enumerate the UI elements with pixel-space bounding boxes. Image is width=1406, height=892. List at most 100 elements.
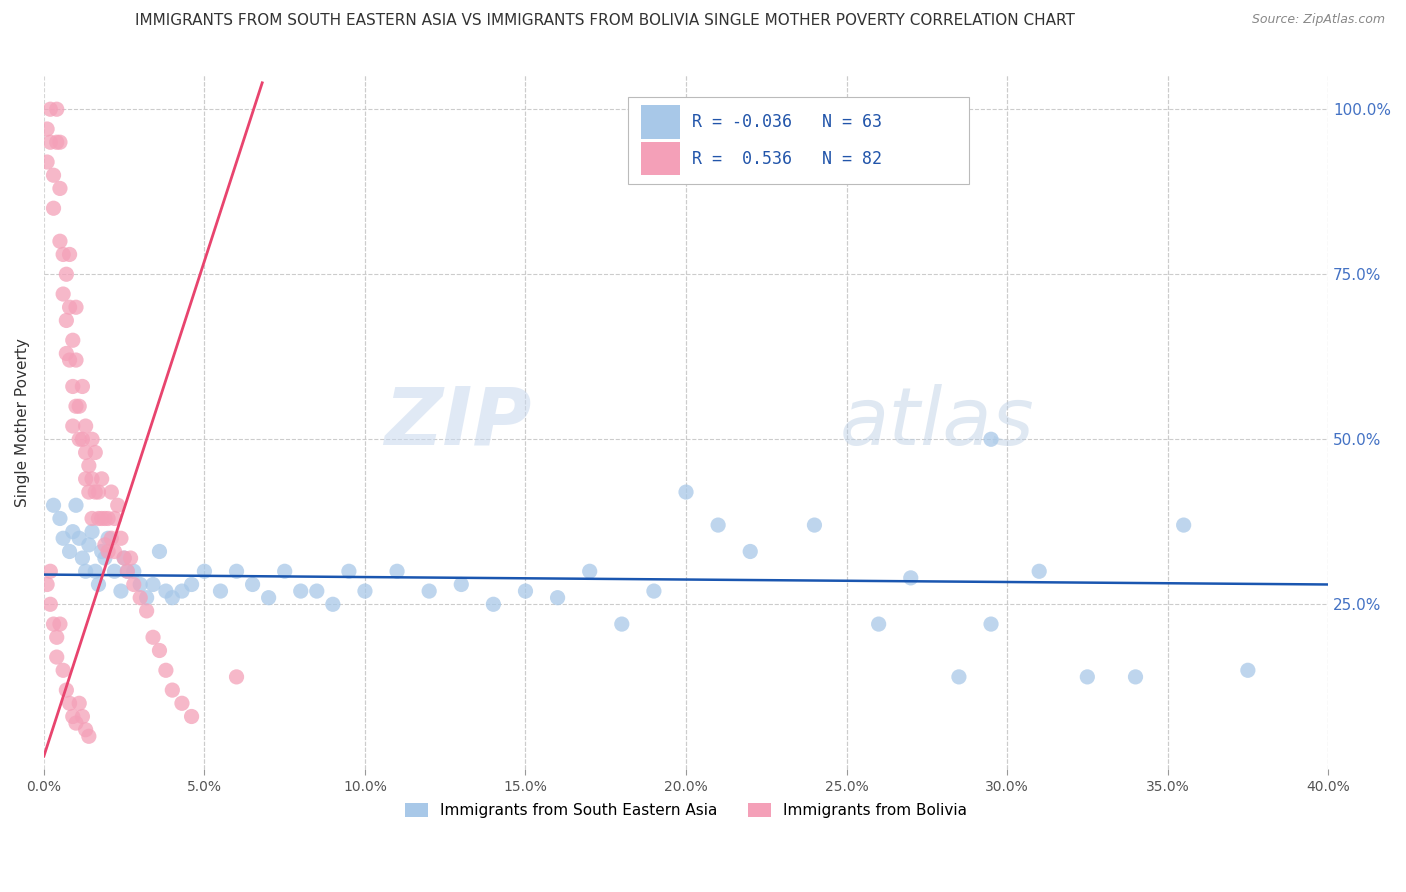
Point: [55, 683, 77, 698]
Point: [225, 670, 247, 684]
Point: [75, 445, 97, 459]
Point: [77, 485, 100, 500]
Point: [122, 564, 145, 578]
FancyBboxPatch shape: [641, 142, 679, 176]
Point: [290, 584, 312, 599]
Point: [103, 544, 125, 558]
Point: [45, 102, 67, 116]
Point: [193, 564, 215, 578]
Point: [55, 346, 77, 360]
Point: [100, 531, 122, 545]
Point: [62, 419, 84, 434]
Point: [107, 498, 129, 512]
Point: [65, 353, 87, 368]
Point: [90, 544, 112, 558]
Point: [49, 617, 72, 632]
Point: [1076, 670, 1098, 684]
Point: [84, 485, 107, 500]
Point: [49, 234, 72, 248]
Point: [322, 597, 344, 611]
Point: [94, 551, 117, 566]
Point: [135, 604, 157, 618]
Point: [122, 577, 145, 591]
Point: [242, 577, 264, 591]
Point: [62, 379, 84, 393]
Point: [643, 584, 665, 599]
Point: [42, 617, 65, 632]
Point: [225, 564, 247, 578]
Point: [148, 643, 170, 657]
Point: [67, 531, 90, 545]
Text: ZIP: ZIP: [384, 384, 531, 462]
Point: [65, 399, 87, 413]
Point: [72, 551, 94, 566]
Point: [45, 650, 67, 665]
Point: [273, 564, 295, 578]
Point: [72, 709, 94, 723]
Point: [418, 584, 440, 599]
Point: [75, 564, 97, 578]
Point: [45, 630, 67, 644]
Point: [62, 524, 84, 539]
Point: [337, 564, 360, 578]
Point: [450, 577, 472, 591]
Text: Source: ZipAtlas.com: Source: ZipAtlas.com: [1251, 13, 1385, 27]
Point: [385, 564, 408, 578]
Point: [77, 458, 100, 473]
Point: [67, 399, 90, 413]
Point: [84, 445, 107, 459]
Point: [39, 102, 62, 116]
Legend: Immigrants from South Eastern Asia, Immigrants from Bolivia: Immigrants from South Eastern Asia, Immi…: [399, 797, 973, 824]
Point: [90, 511, 112, 525]
Point: [52, 247, 75, 261]
Point: [803, 518, 825, 533]
Point: [868, 617, 890, 632]
FancyBboxPatch shape: [628, 97, 969, 184]
Point: [87, 511, 110, 525]
Point: [675, 485, 697, 500]
Point: [42, 498, 65, 512]
Point: [120, 551, 142, 566]
Point: [135, 591, 157, 605]
Point: [87, 485, 110, 500]
Point: [1237, 663, 1260, 677]
Point: [740, 544, 762, 558]
Point: [103, 511, 125, 525]
Point: [49, 181, 72, 195]
Text: R =  0.536   N = 82: R = 0.536 N = 82: [692, 150, 883, 168]
Point: [94, 511, 117, 525]
Point: [75, 472, 97, 486]
Point: [90, 472, 112, 486]
Point: [97, 531, 120, 545]
Point: [80, 524, 103, 539]
Point: [45, 135, 67, 149]
FancyBboxPatch shape: [641, 105, 679, 138]
Point: [97, 511, 120, 525]
Point: [49, 135, 72, 149]
Point: [39, 135, 62, 149]
Point: [52, 287, 75, 301]
Point: [87, 577, 110, 591]
Point: [97, 544, 120, 558]
Point: [72, 379, 94, 393]
Point: [58, 544, 80, 558]
Point: [305, 584, 328, 599]
Point: [35, 122, 58, 136]
Point: [77, 538, 100, 552]
Point: [482, 597, 505, 611]
Point: [180, 709, 202, 723]
Point: [65, 498, 87, 512]
Point: [900, 571, 922, 585]
Point: [65, 716, 87, 731]
Point: [110, 584, 132, 599]
Point: [75, 419, 97, 434]
Point: [112, 551, 135, 566]
Text: atlas: atlas: [841, 384, 1035, 462]
Point: [80, 472, 103, 486]
Point: [65, 300, 87, 314]
Point: [209, 584, 232, 599]
Point: [72, 432, 94, 446]
Point: [58, 300, 80, 314]
Point: [58, 247, 80, 261]
Point: [55, 313, 77, 327]
